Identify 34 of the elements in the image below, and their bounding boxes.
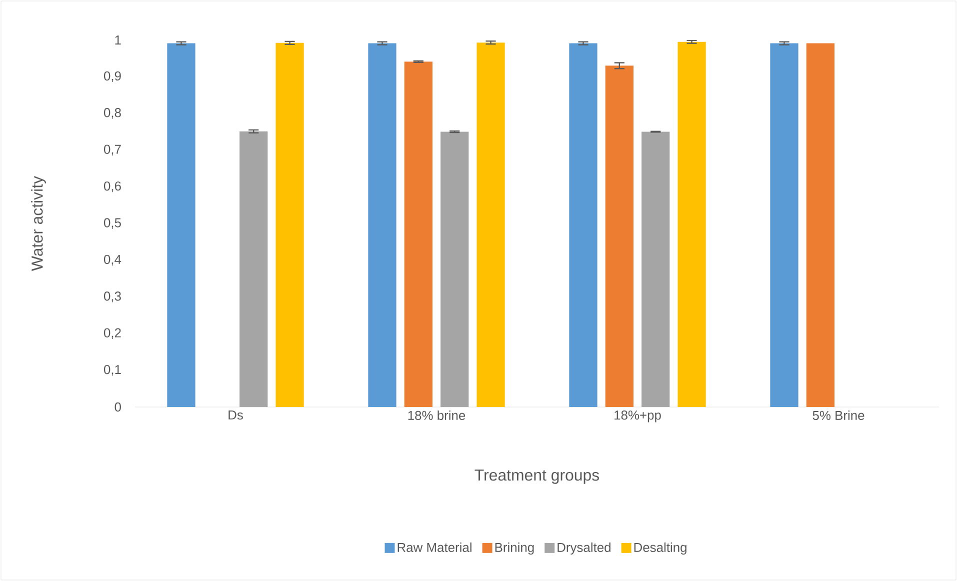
bar <box>404 62 432 407</box>
y-tick-label: 0,6 <box>104 181 121 192</box>
y-tick-label: 0,4 <box>104 254 122 266</box>
y-tick-label: 0,9 <box>104 71 121 82</box>
bar <box>569 43 598 407</box>
bar <box>770 43 798 407</box>
y-tick-label: 0,1 <box>104 364 121 376</box>
x-tick-label: 5% Brine <box>812 410 864 420</box>
x-tick-label: Ds <box>228 410 243 420</box>
y-tick-label: 0,7 <box>104 144 121 156</box>
legend-label: Drysalted <box>558 542 610 555</box>
y-tick-label: 0,3 <box>104 292 121 302</box>
bar <box>167 43 196 407</box>
bar <box>240 131 268 407</box>
bar <box>806 43 834 407</box>
legend-label: Raw Material <box>398 542 472 552</box>
bar <box>440 132 469 407</box>
y-tick-label: 0,8 <box>104 108 121 119</box>
bar <box>276 42 304 407</box>
x-tick-label: 18%+pp <box>614 410 661 422</box>
y-axis-title: Water activity <box>31 176 46 271</box>
y-tick-label: 0 <box>114 402 121 412</box>
bar <box>476 42 505 407</box>
bar <box>605 66 634 407</box>
y-tick-label: 0,5 <box>104 218 121 229</box>
y-tick-label: 1 <box>115 36 121 44</box>
y-tick-label: 0,2 <box>104 328 121 339</box>
x-axis-title: Treatment groups <box>474 470 600 484</box>
legend-label: Desalting <box>634 542 686 555</box>
bar <box>642 132 670 407</box>
legend-label: Brining <box>495 542 534 555</box>
bar <box>368 43 396 407</box>
bar <box>678 42 706 407</box>
x-tick-label: 18% brine <box>408 410 466 420</box>
